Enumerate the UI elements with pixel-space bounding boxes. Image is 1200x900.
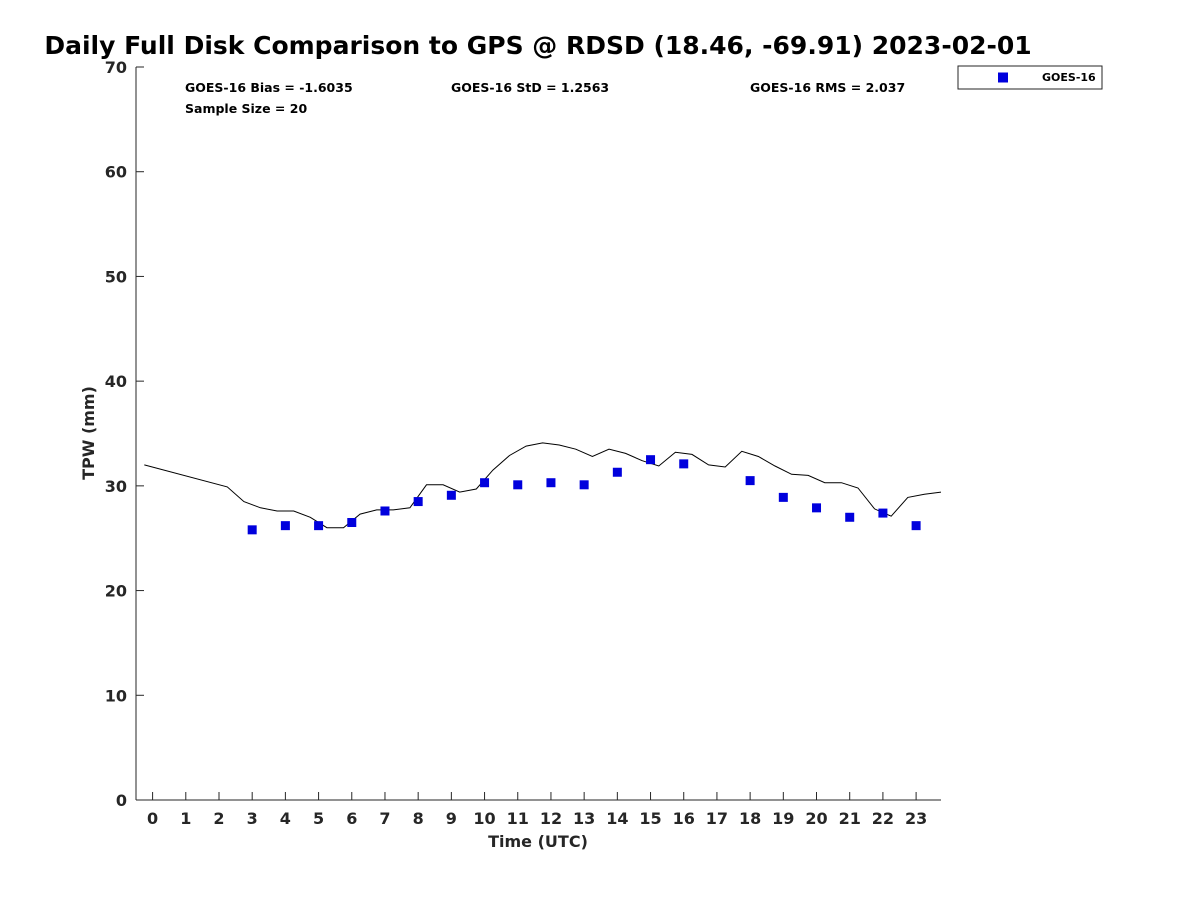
legend-label-goes16: GOES-16 bbox=[1042, 71, 1096, 84]
goes16-data-point bbox=[446, 490, 456, 500]
goes16-points-layer bbox=[247, 455, 921, 535]
std-stat: GOES-16 StD = 1.2563 bbox=[451, 80, 609, 95]
goes16-data-point bbox=[280, 521, 290, 531]
legend-marker-goes16 bbox=[998, 72, 1008, 83]
y-tick-label: 70 bbox=[105, 58, 127, 77]
x-tick-label: 15 bbox=[639, 809, 661, 828]
x-tick-label: 11 bbox=[507, 809, 529, 828]
x-tick-label: 13 bbox=[573, 809, 595, 828]
x-tick-label: 14 bbox=[606, 809, 628, 828]
goes16-data-point bbox=[247, 525, 257, 535]
x-tick-label: 18 bbox=[739, 809, 761, 828]
x-tick-label: 8 bbox=[413, 809, 424, 828]
y-tick-label: 50 bbox=[105, 267, 127, 286]
goes16-data-point bbox=[513, 480, 523, 490]
chart-title: Daily Full Disk Comparison to GPS @ RDSD… bbox=[44, 31, 1031, 60]
legend: GOES-16 bbox=[957, 65, 1103, 90]
y-axis-label: TPW (mm) bbox=[79, 386, 98, 480]
goes16-data-point bbox=[745, 476, 755, 486]
y-tick-label: 20 bbox=[105, 582, 127, 601]
goes16-data-point bbox=[878, 508, 888, 518]
x-tick-label: 23 bbox=[905, 809, 927, 828]
x-tick-label: 22 bbox=[872, 809, 894, 828]
x-tick-label: 0 bbox=[147, 809, 158, 828]
x-tick-label: 2 bbox=[213, 809, 224, 828]
y-tick-label: 40 bbox=[105, 372, 127, 391]
goes16-data-point bbox=[579, 480, 589, 490]
y-tick-label: 10 bbox=[105, 686, 127, 705]
goes16-data-point bbox=[778, 492, 788, 502]
goes16-data-point bbox=[380, 506, 390, 516]
y-axis-ticks: 0 10 20 30 40 50 60 70 bbox=[105, 58, 144, 810]
goes16-data-point bbox=[679, 459, 689, 469]
x-tick-label: 20 bbox=[805, 809, 827, 828]
rms-stat: GOES-16 RMS = 2.037 bbox=[750, 80, 905, 95]
x-axis-ticks: 0 1 2 3 4 5 6 7 8 9 10 11 12 13 14 15 16 17 18 19 20 21 22 23 bbox=[147, 792, 927, 828]
goes16-data-point bbox=[314, 521, 324, 531]
goes16-data-point bbox=[911, 521, 921, 531]
x-tick-label: 5 bbox=[313, 809, 324, 828]
goes16-data-point bbox=[347, 518, 357, 528]
x-tick-label: 12 bbox=[540, 809, 562, 828]
x-tick-label: 6 bbox=[346, 809, 357, 828]
gps-line-layer bbox=[144, 442, 942, 529]
y-tick-label: 60 bbox=[105, 163, 127, 182]
x-axis-label: Time (UTC) bbox=[488, 832, 588, 851]
legend-box bbox=[957, 65, 1103, 90]
bias-stat: GOES-16 Bias = -1.6035 bbox=[185, 80, 353, 95]
goes16-data-point bbox=[646, 455, 656, 465]
x-tick-label: 7 bbox=[379, 809, 390, 828]
goes16-data-point bbox=[480, 478, 490, 488]
goes16-data-point bbox=[546, 478, 556, 488]
goes16-data-point bbox=[845, 512, 855, 522]
x-tick-label: 1 bbox=[180, 809, 191, 828]
x-tick-label: 19 bbox=[772, 809, 794, 828]
x-tick-label: 4 bbox=[280, 809, 291, 828]
x-tick-label: 21 bbox=[839, 809, 861, 828]
y-tick-label: 30 bbox=[105, 477, 127, 496]
gps-series-line bbox=[144, 442, 942, 529]
goes16-data-point bbox=[612, 467, 622, 477]
goes16-data-point bbox=[413, 497, 423, 507]
x-tick-label: 9 bbox=[446, 809, 457, 828]
y-tick-label: 0 bbox=[116, 791, 127, 810]
sample-size-stat: Sample Size = 20 bbox=[185, 101, 307, 116]
goes16-data-point bbox=[812, 503, 822, 513]
x-tick-label: 3 bbox=[247, 809, 258, 828]
x-tick-label: 10 bbox=[473, 809, 495, 828]
x-tick-label: 17 bbox=[706, 809, 728, 828]
x-tick-label: 16 bbox=[673, 809, 695, 828]
